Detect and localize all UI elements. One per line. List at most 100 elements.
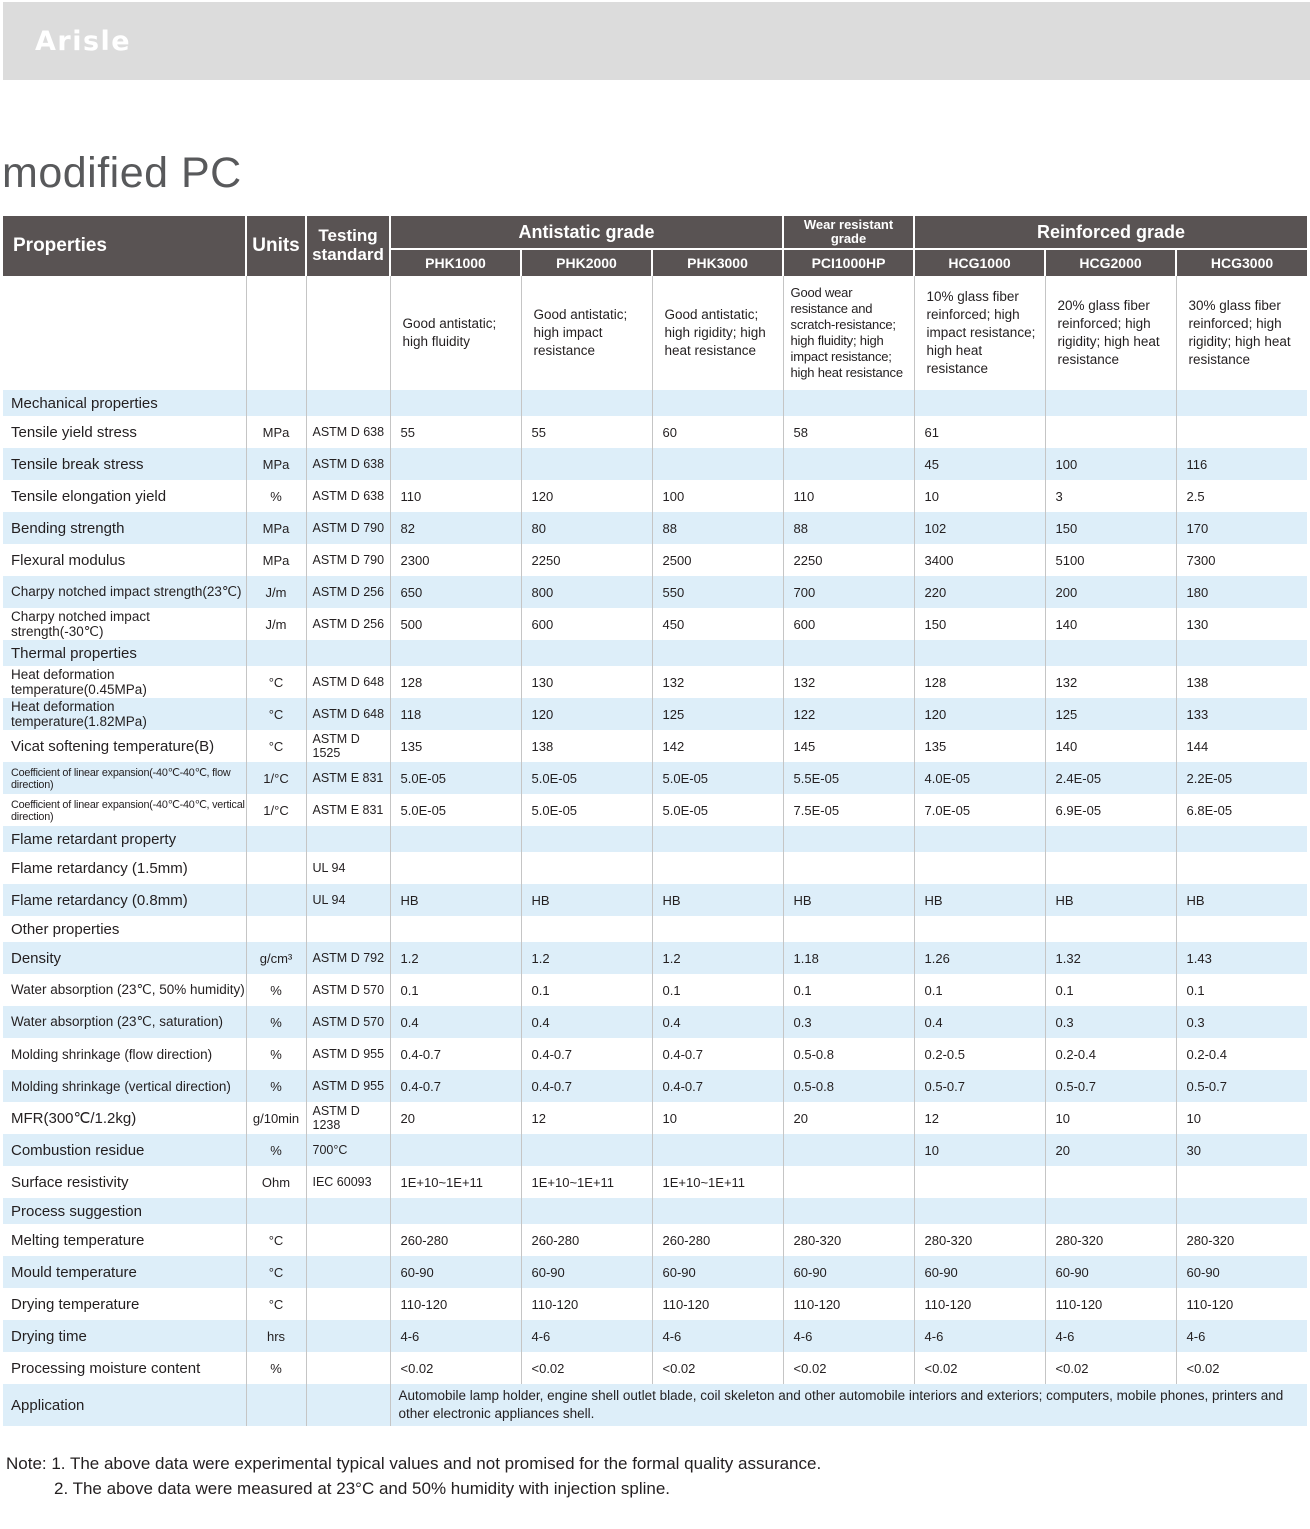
empty-cell bbox=[3, 276, 246, 390]
table-row: Coefficient of linear expansion(-40℃-40℃… bbox=[3, 762, 1308, 794]
table-notes: Note: 1. The above data were experimenta… bbox=[6, 1452, 1310, 1501]
data-value: 110-120 bbox=[651, 1288, 784, 1320]
grade-description: Good wear resistance and scratch-resista… bbox=[782, 276, 915, 390]
data-value: <0.02 bbox=[1044, 1352, 1177, 1384]
grade-description: Good antistatic; high impact resistance bbox=[520, 276, 652, 390]
data-value: 5100 bbox=[1044, 544, 1177, 576]
data-value: 1.2 bbox=[389, 942, 521, 974]
data-value: 138 bbox=[1175, 666, 1308, 698]
property-label: Coefficient of linear expansion(-40℃-40℃… bbox=[3, 794, 246, 826]
property-label: Tensile elongation yield bbox=[3, 480, 246, 512]
data-value: 60-90 bbox=[651, 1256, 784, 1288]
brand-banner: Arisle bbox=[3, 2, 1310, 80]
data-value bbox=[913, 852, 1046, 884]
col-header-standard: Testing standard bbox=[305, 216, 390, 276]
data-value: 132 bbox=[651, 666, 784, 698]
unit-value bbox=[245, 884, 306, 916]
data-value: 0.1 bbox=[520, 974, 652, 1006]
data-value: 120 bbox=[520, 698, 652, 730]
section-label: Other properties bbox=[3, 916, 246, 942]
empty-cell bbox=[1044, 640, 1177, 666]
empty-cell bbox=[245, 826, 306, 852]
data-value: 0.2-0.4 bbox=[1175, 1038, 1308, 1070]
empty-cell bbox=[651, 826, 784, 852]
data-value: 145 bbox=[782, 730, 915, 762]
table-row: Water absorption (23℃, 50% humidity)% AST… bbox=[3, 974, 1308, 1006]
data-value: 102 bbox=[913, 512, 1046, 544]
data-value bbox=[1175, 852, 1308, 884]
data-value bbox=[782, 852, 915, 884]
col-header-units: Units bbox=[245, 216, 306, 276]
property-label: Water absorption (23℃, 50% humidity) bbox=[3, 974, 246, 1006]
data-value: 4-6 bbox=[1175, 1320, 1308, 1352]
property-label: Bending strength bbox=[3, 512, 246, 544]
data-value: 6.8E-05 bbox=[1175, 794, 1308, 826]
grade-description: Good antistatic; high fluidity bbox=[389, 276, 521, 390]
data-value: <0.02 bbox=[520, 1352, 652, 1384]
data-value: 12 bbox=[520, 1102, 652, 1134]
data-value: 142 bbox=[651, 730, 784, 762]
data-value: 280-320 bbox=[1044, 1224, 1177, 1256]
data-value: 2.4E-05 bbox=[1044, 762, 1177, 794]
page-title: modified PC bbox=[2, 149, 242, 197]
data-value: 100 bbox=[1044, 448, 1177, 480]
table-row: Density g/cm³ ASTM D 792 1.2 1.2 1.2 1.18 1.26 1… bbox=[3, 942, 1308, 974]
table-row: Tensile elongation yield% ASTM D 638 110 12… bbox=[3, 480, 1308, 512]
application-text: Automobile lamp holder, engine shell out… bbox=[389, 1384, 1308, 1426]
property-label: Combustion residue bbox=[3, 1134, 246, 1166]
data-value: 0.3 bbox=[782, 1006, 915, 1038]
grade-description: 20% glass fiber reinforced; high rigidit… bbox=[1044, 276, 1177, 390]
testing-standard-value: ASTM D 638 bbox=[305, 480, 390, 512]
unit-value: J/m bbox=[245, 576, 306, 608]
empty-cell bbox=[913, 390, 1046, 416]
data-value: 125 bbox=[1044, 698, 1177, 730]
data-value: 10 bbox=[1044, 1102, 1177, 1134]
data-value: 110-120 bbox=[913, 1288, 1046, 1320]
data-value: 140 bbox=[1044, 608, 1177, 640]
data-value: 135 bbox=[389, 730, 521, 762]
data-value: 125 bbox=[651, 698, 784, 730]
data-value: 4-6 bbox=[913, 1320, 1046, 1352]
data-value: HB bbox=[782, 884, 915, 916]
data-value: 120 bbox=[913, 698, 1046, 730]
property-label: Water absorption (23℃, saturation) bbox=[3, 1006, 246, 1038]
testing-standard-value: ASTM D 570 bbox=[305, 974, 390, 1006]
data-value: 0.5-0.7 bbox=[1044, 1070, 1177, 1102]
property-label: Flexural modulus bbox=[3, 544, 246, 576]
empty-cell bbox=[1175, 1198, 1308, 1224]
empty-cell bbox=[245, 916, 306, 942]
data-value: 650 bbox=[389, 576, 521, 608]
data-value: 0.5-0.7 bbox=[913, 1070, 1046, 1102]
table-row: Heat deformation temperature(1.82MPa) °C A… bbox=[3, 698, 1308, 730]
data-value: 0.3 bbox=[1044, 1006, 1177, 1038]
empty-cell bbox=[782, 916, 915, 942]
property-label: Melting temperature bbox=[3, 1224, 246, 1256]
data-value bbox=[520, 852, 652, 884]
table-row: Surface resistivity Ohm IEC 60093 1E+10~1E+… bbox=[3, 1166, 1308, 1198]
section-label: Flame retardant property bbox=[3, 826, 246, 852]
group-header-1: Wear resistant grade bbox=[782, 216, 915, 249]
data-value bbox=[1044, 852, 1177, 884]
testing-standard-value: ASTM D 792 bbox=[305, 942, 390, 974]
testing-standard-value: ASTM D 256 bbox=[305, 608, 390, 640]
data-value bbox=[520, 448, 652, 480]
empty-cell bbox=[305, 640, 390, 666]
property-label: Application bbox=[3, 1384, 246, 1426]
data-value: 220 bbox=[913, 576, 1046, 608]
data-value: HB bbox=[389, 884, 521, 916]
note-line-1: Note: 1. The above data were experimenta… bbox=[6, 1454, 822, 1473]
data-value: 2250 bbox=[520, 544, 652, 576]
data-value: 0.2-0.5 bbox=[913, 1038, 1046, 1070]
unit-value: J/m bbox=[245, 608, 306, 640]
unit-value: % bbox=[245, 1070, 306, 1102]
testing-standard-value: UL 94 bbox=[305, 884, 390, 916]
testing-standard-value bbox=[305, 1224, 390, 1256]
property-label: Processing moisture content bbox=[3, 1352, 246, 1384]
data-value: 60-90 bbox=[913, 1256, 1046, 1288]
data-value: 88 bbox=[651, 512, 784, 544]
unit-value: 1/°C bbox=[245, 794, 306, 826]
data-value: 0.4-0.7 bbox=[651, 1038, 784, 1070]
data-value: 0.1 bbox=[913, 974, 1046, 1006]
data-value: 110-120 bbox=[1044, 1288, 1177, 1320]
data-value: 20 bbox=[1044, 1134, 1177, 1166]
